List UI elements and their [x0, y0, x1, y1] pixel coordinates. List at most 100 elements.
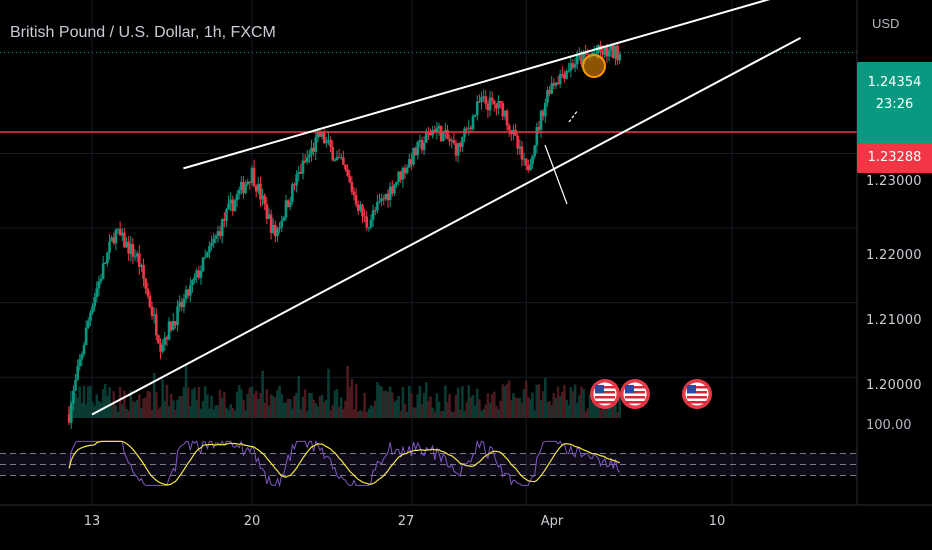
- candle-body: [522, 158, 526, 160]
- highlight-circle[interactable]: [582, 54, 606, 78]
- candle-body: [97, 281, 101, 289]
- volume-bar: [242, 399, 245, 418]
- rsi-pane: [0, 439, 857, 488]
- candle-body: [499, 101, 502, 103]
- candle-body: [218, 231, 222, 236]
- candle-body: [554, 82, 558, 86]
- candle-body: [312, 147, 315, 152]
- volume-bar: [161, 379, 164, 418]
- candle-body: [488, 97, 492, 111]
- volume-bar: [225, 407, 228, 418]
- candle-body: [220, 219, 224, 236]
- volume-bar: [137, 394, 141, 418]
- candle-body: [310, 147, 313, 155]
- volume-bar: [582, 389, 585, 418]
- candle-body: [380, 198, 383, 201]
- candle-body: [131, 244, 135, 257]
- current-price-badge[interactable]: 1.24354 23:26: [857, 62, 932, 144]
- volume-bar: [78, 386, 82, 418]
- us-flag-icon: [620, 379, 650, 409]
- candle-body: [191, 280, 194, 286]
- volume-bar: [231, 408, 235, 418]
- candle-body: [497, 101, 500, 109]
- candle-body: [331, 147, 335, 161]
- candle-body: [142, 264, 145, 279]
- volume-bar: [524, 380, 528, 418]
- candle-body: [471, 115, 475, 130]
- candle-body: [252, 167, 256, 186]
- volume-bar: [401, 387, 405, 418]
- candle-body: [180, 301, 184, 308]
- candle-body: [405, 167, 409, 174]
- candle-body: [386, 193, 390, 201]
- volume-bar: [237, 384, 241, 418]
- volume-bar: [108, 387, 111, 418]
- candle-body: [439, 125, 443, 142]
- economic-events: [590, 379, 712, 409]
- volume-bar: [431, 407, 434, 418]
- candle-body: [265, 204, 269, 219]
- candle-body: [437, 125, 441, 129]
- candle-body: [157, 335, 160, 344]
- candle-body: [148, 295, 152, 308]
- volume-bar: [146, 390, 150, 418]
- candle-body: [240, 181, 243, 190]
- candle-body: [427, 132, 430, 134]
- volume-bar: [235, 391, 239, 418]
- volume-bar: [429, 396, 432, 418]
- volume-bar: [359, 410, 362, 418]
- level-price-badge[interactable]: 1.23288: [857, 143, 932, 173]
- candle-body: [223, 219, 226, 221]
- volume-bar: [512, 393, 515, 418]
- volume-bar: [376, 381, 379, 418]
- volume-bar: [529, 399, 532, 418]
- candle-body: [399, 171, 403, 180]
- candle-body: [395, 181, 398, 185]
- volume-bar: [348, 387, 352, 418]
- candle-body: [414, 147, 417, 156]
- volume-bar: [182, 387, 186, 418]
- candle-body: [116, 228, 120, 230]
- candle-body: [484, 96, 488, 104]
- volume-bar: [546, 402, 549, 418]
- volume-bar: [537, 384, 541, 418]
- volume-bar: [390, 392, 394, 418]
- volume-bar: [118, 386, 122, 418]
- volume-bar: [246, 394, 250, 418]
- candle-body: [339, 157, 343, 159]
- candle-body: [261, 195, 264, 200]
- volume-bar: [131, 400, 135, 418]
- volume-bar: [259, 393, 262, 418]
- candle-body: [320, 131, 324, 137]
- flag-stripe: [625, 401, 645, 404]
- volume-bar: [501, 384, 505, 418]
- candle-body: [110, 237, 113, 242]
- volume-bar: [327, 368, 330, 418]
- volume-bar: [471, 394, 475, 418]
- volume-bar: [484, 404, 488, 418]
- candle-body: [561, 73, 564, 75]
- candle-body: [89, 312, 92, 321]
- currency-label[interactable]: USD: [872, 16, 900, 31]
- volume-bar: [220, 397, 224, 418]
- volume-bar: [91, 401, 94, 418]
- volume-bar: [308, 392, 311, 418]
- candle-body: [429, 133, 432, 136]
- volume-bar: [254, 390, 258, 418]
- candle-body: [123, 232, 126, 248]
- volume-bar: [212, 409, 215, 418]
- volume-bar: [437, 401, 441, 418]
- volume-bar: [399, 410, 403, 418]
- rsi-ma-line: [68, 440, 620, 486]
- volume-bar: [371, 406, 375, 418]
- volume-bar: [352, 409, 356, 418]
- volume-bar: [612, 402, 615, 418]
- volume-bar: [397, 395, 400, 418]
- time-tick: 10: [708, 514, 726, 529]
- volume-bar: [135, 400, 139, 418]
- candle-body: [342, 157, 345, 165]
- volume-bar: [548, 401, 551, 418]
- volume-bar: [197, 386, 201, 418]
- candle-body: [407, 159, 411, 168]
